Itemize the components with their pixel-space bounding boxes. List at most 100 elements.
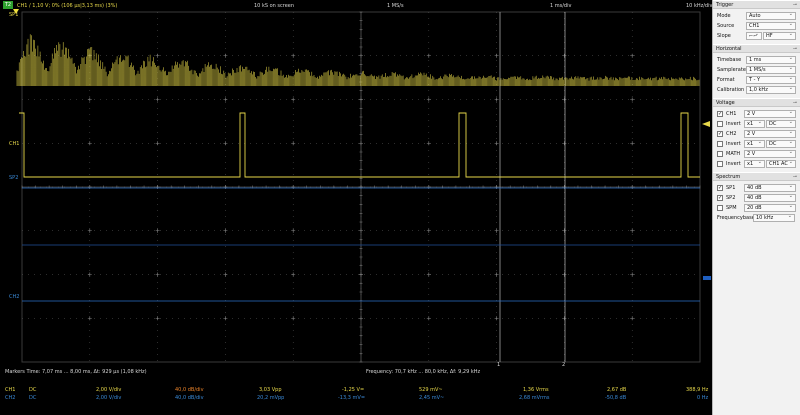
trigger-level-arrow-icon[interactable]	[702, 121, 710, 127]
ch2-offset-handle-icon[interactable]	[703, 276, 711, 280]
grid-tick	[562, 53, 567, 58]
ch2-enable-checkbox[interactable]: ✓	[717, 131, 723, 137]
frequency-division-readout: 10 kHz/div	[686, 3, 713, 9]
horizontal-header[interactable]: Horizontal ⊸	[713, 44, 800, 53]
trigger-section: Trigger ⊸ Mode Auto Source CH1 Slope ⌐⌐ …	[713, 0, 800, 44]
timebase-select[interactable]: 1 ms	[746, 56, 796, 64]
ch1-invert-checkbox[interactable]	[717, 121, 723, 127]
trigger-title: Trigger	[716, 2, 734, 8]
ch1-enable-checkbox[interactable]: ✓	[717, 111, 723, 117]
timebase-label: Timebase	[717, 57, 742, 63]
trigger-header[interactable]: Trigger ⊸	[713, 0, 800, 9]
grid-tick	[155, 141, 160, 146]
ch2-coupling-select[interactable]: DC	[766, 140, 796, 148]
spm-db-select[interactable]: 20 dB	[744, 204, 796, 212]
cursor-2-label[interactable]: 2	[562, 362, 566, 368]
grid-tick	[630, 228, 635, 233]
ch2-invert-checkbox[interactable]	[717, 141, 723, 147]
ch2-ac: 2,45 mV~	[419, 395, 445, 401]
grid-tick	[223, 228, 228, 233]
horizontal-title: Horizontal	[716, 46, 742, 52]
slope-label: Slope	[717, 33, 731, 39]
trigger-filter-select[interactable]: HF	[763, 32, 796, 40]
frequencybase-label: Frequencybase	[717, 215, 755, 221]
grid-tick	[155, 53, 160, 58]
sp1-enable-checkbox[interactable]: ✓	[717, 185, 723, 191]
ch1-dc: -1,25 V=	[342, 387, 365, 393]
math-probe-select[interactable]: x1	[744, 160, 765, 168]
trigger-slope-select[interactable]: ⌐⌐	[746, 32, 762, 40]
ch1-rms: 1,36 Vrms	[523, 387, 549, 393]
ch2-dc: -13,3 mV=	[338, 395, 366, 401]
ch2-volts-select[interactable]: 2 V	[744, 130, 796, 138]
grid-tick	[87, 228, 92, 233]
spectrum-header[interactable]: Spectrum ⊸	[713, 172, 800, 181]
frequency-markers-readout: Frequency: 70,7 kHz ... 80,0 kHz, Δf: 9,…	[366, 369, 481, 375]
voltage-header[interactable]: Voltage ⊸	[713, 98, 800, 107]
calibration-select[interactable]: 1,0 kHz	[746, 86, 796, 94]
math-label: MATH	[726, 151, 741, 157]
sp2-db-select[interactable]: 40 dB	[744, 194, 796, 202]
math-invert-checkbox[interactable]	[717, 161, 723, 167]
math-volts-select[interactable]: 2 V	[744, 150, 796, 158]
grid-tick	[630, 272, 635, 277]
trigger-channel-badge[interactable]: T2	[3, 1, 13, 9]
cursor-1-label[interactable]: 1	[497, 362, 501, 368]
ch2-rms: 2,68 mVrms	[519, 395, 550, 401]
ch1-volts-select[interactable]: 2 V	[744, 110, 796, 118]
voltage-title: Voltage	[716, 100, 735, 106]
grid-tick	[223, 97, 228, 102]
pin-icon[interactable]: ⊸	[792, 100, 797, 106]
frequencybase-select[interactable]: 10 kHz	[753, 214, 795, 222]
grid-tick	[426, 53, 431, 58]
grid-tick	[87, 141, 92, 146]
voltage-section: Voltage ⊸ ✓ CH1 2 V Invert x1 DC ✓ CH2	[713, 98, 800, 172]
sp2-marker[interactable]: SP2	[9, 175, 19, 181]
scope-display[interactable]: T2 CH1 / 1,10 V; 0% (106 µs|3,13 ms) (3%…	[0, 0, 712, 415]
grid-tick	[155, 316, 160, 321]
grid-tick	[494, 316, 499, 321]
ch2-marker[interactable]: CH2	[9, 294, 20, 300]
ch1-marker[interactable]: CH1	[9, 141, 20, 147]
ch2-label: CH2	[726, 131, 737, 137]
grid-tick	[562, 272, 567, 277]
ch2-probe-select[interactable]: x1	[744, 140, 765, 148]
grid-tick	[87, 97, 92, 102]
pin-icon[interactable]: ⊸	[792, 174, 797, 180]
trigger-source-select[interactable]: CH1	[746, 22, 796, 30]
horizontal-section: Horizontal ⊸ Timebase 1 ms Samplerate 1 …	[713, 44, 800, 98]
math-mode-select[interactable]: CH1 AC	[766, 160, 796, 168]
math-enable-checkbox[interactable]	[717, 151, 723, 157]
ch1-probe-select[interactable]: x1	[744, 120, 765, 128]
trigger-position-arrow-icon[interactable]	[13, 9, 19, 14]
spectrum-title: Spectrum	[716, 174, 741, 180]
sp2-enable-checkbox[interactable]: ✓	[717, 195, 723, 201]
grid-tick	[223, 53, 228, 58]
ch1-db-per-div: 40,0 dB/div	[175, 387, 204, 393]
grid-tick	[87, 272, 92, 277]
ch1-label: CH1	[726, 111, 737, 117]
pin-icon[interactable]: ⊸	[792, 2, 797, 8]
trigger-mode-select[interactable]: Auto	[746, 12, 796, 20]
grid-tick	[494, 228, 499, 233]
scope-screen[interactable]	[0, 0, 712, 415]
ch1-coupling-select[interactable]: DC	[766, 120, 796, 128]
markers-readout: Markers Time: 7,07 ms ... 8,00 ms, Δt: 9…	[5, 369, 147, 375]
samplerate-select[interactable]: 1 MS/s	[746, 66, 796, 74]
grid-tick	[494, 97, 499, 102]
format-select[interactable]: T - Y	[746, 76, 796, 84]
spm-enable-checkbox[interactable]	[717, 205, 723, 211]
grid-tick	[291, 272, 296, 277]
ch1-frequency: 388,9 Hz	[686, 387, 709, 393]
spectrum-section: Spectrum ⊸ ✓ SP1 40 dB ✓ SP2 40 dB SPM 2…	[713, 172, 800, 226]
pin-icon[interactable]: ⊸	[792, 46, 797, 52]
sp1-marker[interactable]: SP1	[9, 12, 19, 18]
settings-panel: Trigger ⊸ Mode Auto Source CH1 Slope ⌐⌐ …	[712, 0, 800, 415]
ch2-db: -50,8 dB	[605, 395, 627, 401]
sp1-db-select[interactable]: 40 dB	[744, 184, 796, 192]
sp2-label: SP2	[726, 195, 736, 201]
ch2-frequency: 0 Hz	[697, 395, 709, 401]
sp1-label: SP1	[726, 185, 736, 191]
grid-tick	[426, 228, 431, 233]
